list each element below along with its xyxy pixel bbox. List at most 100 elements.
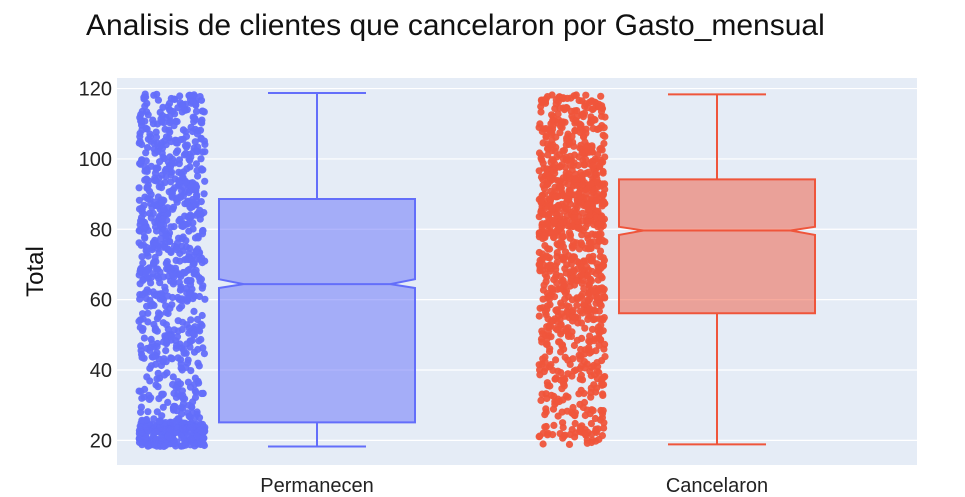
data-point [542, 132, 550, 140]
data-point [194, 143, 202, 151]
data-point [152, 177, 160, 185]
data-point [587, 348, 595, 356]
data-point [135, 317, 143, 325]
data-point [187, 429, 195, 437]
data-point [563, 307, 571, 316]
data-point [579, 209, 587, 217]
data-point [179, 425, 187, 433]
data-point [587, 420, 596, 428]
data-point [587, 257, 595, 265]
data-point [159, 338, 168, 346]
data-point [566, 234, 574, 242]
data-point [147, 394, 155, 402]
data-point [581, 430, 589, 438]
data-point [193, 432, 201, 440]
data-point [560, 279, 568, 287]
data-point [175, 156, 184, 164]
data-point [577, 169, 585, 177]
data-point [550, 234, 558, 242]
data-point [564, 180, 572, 188]
data-point [572, 91, 580, 99]
data-point [191, 414, 199, 422]
data-point [162, 347, 170, 355]
data-point [541, 270, 549, 279]
data-point [182, 128, 190, 136]
data-point [537, 396, 545, 404]
data-point [179, 233, 187, 241]
data-point [581, 324, 589, 332]
data-point [580, 350, 588, 358]
data-point [142, 269, 150, 277]
data-point [585, 312, 593, 320]
data-point [542, 364, 550, 372]
data-point [545, 295, 553, 304]
data-point [541, 423, 549, 431]
data-point [601, 180, 609, 188]
data-point [164, 309, 172, 318]
data-point [153, 375, 161, 383]
data-point [149, 120, 157, 128]
data-point [548, 204, 556, 212]
data-point [588, 97, 596, 105]
data-point [556, 225, 564, 233]
data-point [552, 398, 561, 406]
data-point [542, 405, 550, 413]
data-point [550, 276, 558, 284]
data-point [141, 289, 149, 297]
data-point [193, 193, 201, 201]
data-point [591, 335, 600, 343]
data-point [587, 389, 595, 397]
data-point [141, 102, 149, 110]
data-point [164, 432, 172, 440]
data-point [575, 390, 583, 398]
data-point [144, 195, 152, 203]
data-point [143, 183, 151, 191]
data-point [563, 195, 571, 203]
data-point [582, 257, 590, 265]
data-point [554, 110, 562, 118]
data-point [596, 328, 605, 336]
data-point [535, 312, 543, 320]
data-point [201, 148, 209, 156]
data-point [584, 234, 592, 242]
data-point [578, 180, 587, 189]
data-point [140, 224, 148, 233]
data-point [543, 289, 552, 298]
data-point [599, 381, 608, 389]
data-point [582, 202, 590, 210]
data-point [599, 260, 607, 268]
data-point [200, 350, 208, 358]
data-point [167, 223, 175, 231]
data-point [154, 265, 162, 273]
data-point [183, 200, 191, 208]
data-point [191, 292, 199, 300]
data-point [571, 214, 579, 222]
data-point [137, 403, 145, 411]
data-point [136, 422, 144, 430]
data-point [570, 266, 578, 274]
data-point [186, 441, 194, 449]
data-point [571, 314, 579, 322]
data-point [187, 367, 195, 375]
data-point [136, 295, 144, 303]
data-point [201, 177, 209, 185]
data-point [172, 256, 180, 264]
data-point [156, 158, 164, 166]
data-point [142, 433, 150, 441]
data-point [564, 356, 572, 364]
data-point [197, 155, 205, 163]
data-point [174, 378, 182, 386]
data-point [558, 385, 566, 393]
data-point [136, 137, 144, 145]
data-point [552, 100, 560, 108]
data-point [166, 425, 174, 433]
data-point [559, 423, 567, 432]
data-point [152, 133, 160, 141]
data-point [596, 247, 605, 255]
data-point [151, 326, 159, 334]
data-point [157, 235, 165, 243]
data-point [583, 439, 591, 447]
data-point [569, 307, 577, 315]
data-point [548, 156, 556, 164]
data-point [553, 318, 561, 326]
